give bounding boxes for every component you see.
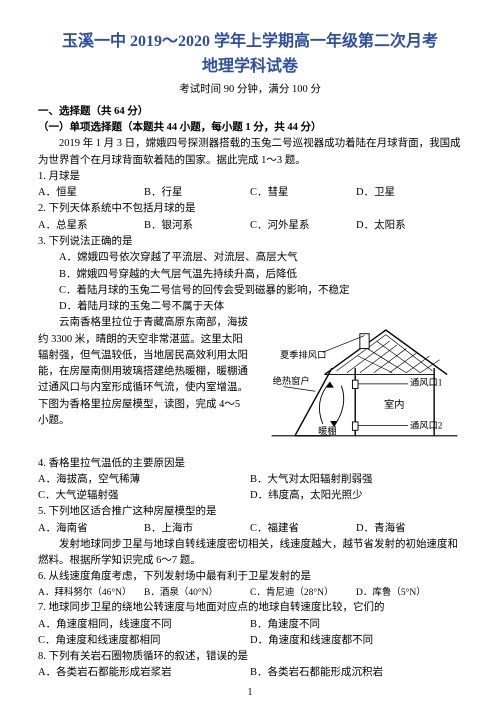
q5-opt-a: A．海南省 — [38, 521, 144, 537]
q4-stem: 4. 香格里拉气温低的主要原因是 — [38, 456, 462, 472]
q1-options: A．恒星 B．行星 C．彗星 D．卫星 — [38, 185, 462, 201]
q1-stem: 1. 月球是 — [38, 169, 462, 185]
title-line-2: 地理学科试卷 — [38, 55, 462, 80]
q1-opt-b: B．行星 — [144, 185, 250, 201]
q2-stem: 2. 下列天体系统中不包括月球的是 — [38, 201, 462, 217]
q2-opt-c: C．河外星系 — [250, 218, 356, 234]
q6-opt-a: A．拜科努尔（46°N） — [38, 586, 144, 601]
q5-opt-c: C．福建省 — [250, 521, 356, 537]
title-line-1: 玉溪一中 2019～2020 学年上学期高一年级第二次月考 — [38, 30, 462, 55]
q7-stem: 7. 地球同步卫星的绕地公转速度与地面对应点的地球自转速度比较，它们的 — [38, 600, 462, 616]
q8-opt-b: B．各类岩石都能形成沉积岩 — [250, 665, 462, 681]
q6-opt-d: D．库鲁（5°N） — [356, 586, 462, 601]
q2-opt-a: A．总星系 — [38, 218, 144, 234]
q7-opt-a: A．角速度相同，线速度不同 — [38, 617, 250, 633]
house-diagram: 夏季排风口 绝热窗户 暖棚 通风口1 室内 通风口2 — [267, 317, 462, 453]
label-indoor: 室内 — [384, 398, 404, 411]
section-heading: 一、选择题（共 64 分） — [38, 104, 462, 120]
q7-options: A．角速度相同，线速度不同 B．角速度不同 C．角速度和线速度都相同 D．角速度… — [38, 617, 462, 650]
q4-opt-c: C．大气逆辐射强 — [38, 488, 250, 504]
passage-1: 2019 年 1 月 3 日，嫦娥四号探测器搭载的玉兔二号巡视器成功着陆在月球背… — [38, 136, 462, 169]
q5-stem: 5. 下列地区适合推广这种房屋模型的是 — [38, 504, 462, 520]
q6-opt-b: B．酒泉（40°N） — [144, 586, 250, 601]
q7-opt-d: D．角速度和线速度都不同 — [250, 633, 462, 649]
q3-opt-d: D．着陆月球的玉兔二号不属于天体 — [38, 299, 462, 315]
q5-opt-d: D．青海省 — [356, 521, 462, 537]
q8-options: A．各类岩石都能形成岩浆岩 B．各类岩石都能形成沉积岩 — [38, 665, 462, 681]
q6-stem: 6. 从线速度角度考虑，下列发射场中最有利于卫星发射的是 — [38, 569, 462, 585]
q1-opt-d: D．卫星 — [356, 185, 462, 201]
q4-opt-d: D．纬度高，太阳光照少 — [250, 488, 462, 504]
q5-opt-b: B．上海市 — [144, 521, 250, 537]
q8-stem: 8. 下列有关岩石圈物质循环的叙述，错误的是 — [38, 649, 462, 665]
q3-stem: 3. 下列说法正确的是 — [38, 234, 462, 250]
q2-opt-b: B．银河系 — [144, 218, 250, 234]
q4-options: A．海拔高，空气稀薄 B．大气对太阳辐射削弱强 C．大气逆辐射强 D．纬度高，太… — [38, 472, 462, 505]
q6-options: A．拜科努尔（46°N） B．酒泉（40°N） C．肯尼迪（28°N） D．库鲁… — [38, 586, 462, 601]
label-summer-vent: 夏季排风口 — [280, 349, 326, 361]
q7-opt-c: C．角速度和线速度都相同 — [38, 633, 250, 649]
section-subheading: （一）单项选择题（本题共 44 小题，每小题 1 分，共 44 分） — [38, 120, 462, 136]
q2-options: A．总星系 B．银河系 C．河外星系 D．太阳系 — [38, 218, 462, 234]
label-vent1: 通风口1 — [410, 378, 443, 389]
exam-subtitle: 考试时间 90 分钟，满分 100 分 — [38, 82, 462, 98]
q1-opt-a: A．恒星 — [38, 185, 144, 201]
passage-3: 发射地球同步卫星与地球自转线速度密切相关，线速度越大，越节省发射的初始速度和燃料… — [38, 537, 462, 570]
q3-opt-a: A．嫦娥四号依次穿越了平流层、对流层、高层大气 — [38, 250, 462, 266]
q3-opt-b: B．嫦娥四号穿越的大气层气温先持续升高，后降低 — [38, 267, 462, 283]
q3-opt-c: C．着陆月球的玉兔二号信号的回传会受到磁暴的影响，不稳定 — [38, 283, 462, 299]
q1-opt-c: C．彗星 — [250, 185, 356, 201]
q4-opt-b: B．大气对太阳辐射削弱强 — [250, 472, 462, 488]
page-number: 1 — [0, 685, 500, 701]
q2-opt-d: D．太阳系 — [356, 218, 462, 234]
q6-opt-c: C．肯尼迪（28°N） — [250, 586, 356, 601]
q4-opt-a: A．海拔高，空气稀薄 — [38, 472, 250, 488]
label-warm-shed: 暖棚 — [318, 425, 337, 437]
q7-opt-b: B．角速度不同 — [250, 617, 462, 633]
q5-options: A．海南省 B．上海市 C．福建省 D．青海省 — [38, 521, 462, 537]
q8-opt-a: A．各类岩石都能形成岩浆岩 — [38, 665, 250, 681]
label-vent2: 通风口2 — [410, 421, 443, 432]
label-insul-window: 绝热窗户 — [273, 375, 310, 387]
